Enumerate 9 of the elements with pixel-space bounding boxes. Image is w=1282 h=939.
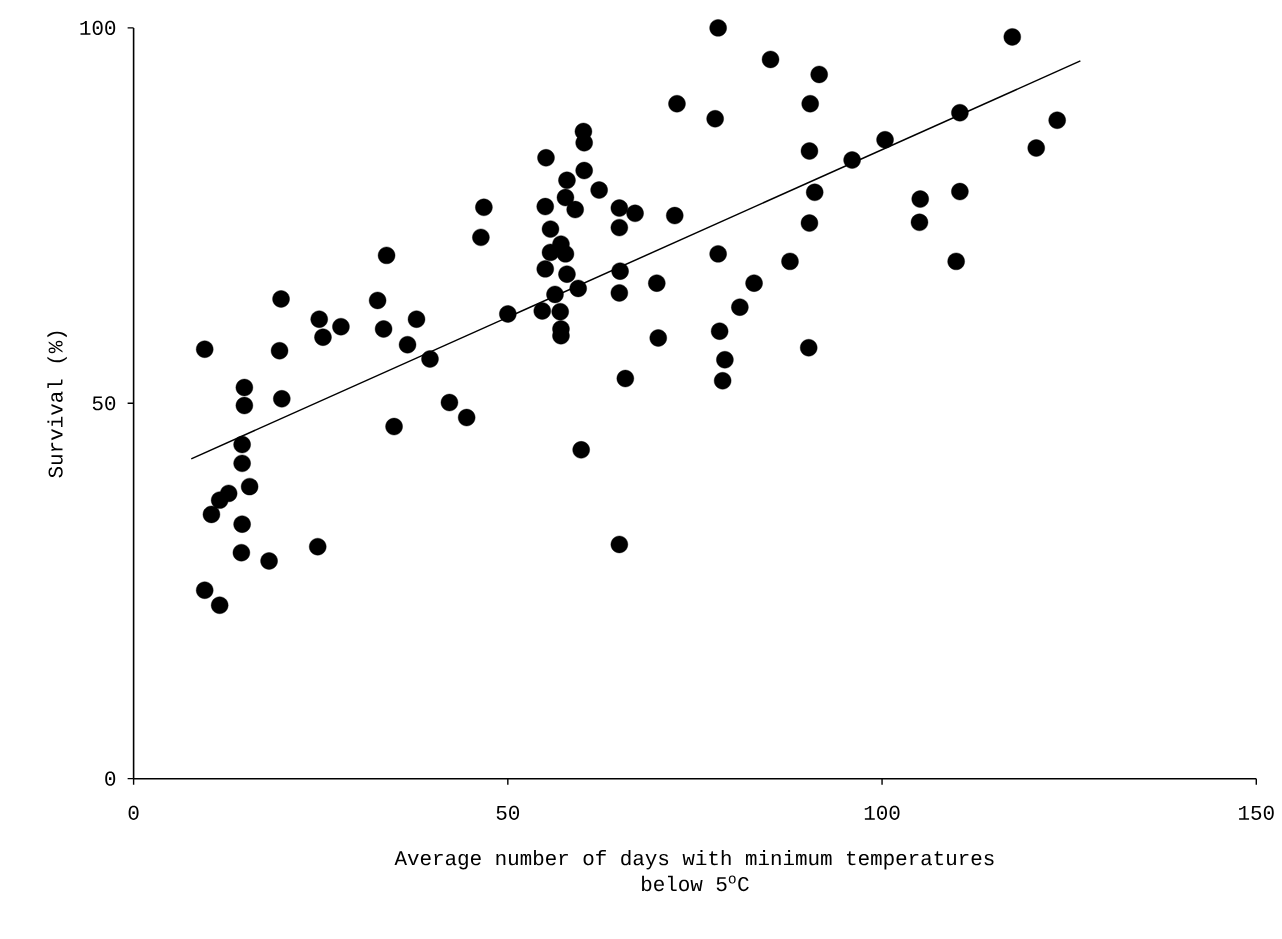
x-tick-label: 100 — [864, 805, 900, 820]
x-axis-title: Average number of days with minimum temperatures below 5$^{o}$C — [394, 849, 994, 892]
x-tick-label: 50 — [496, 805, 520, 820]
y-tick-label: 0 — [105, 771, 116, 786]
x-tick-label: 0 — [128, 805, 139, 820]
y-axis-title: Survival (%) — [47, 331, 67, 478]
y-tick-label: 50 — [92, 396, 116, 411]
y-tick-label: 100 — [80, 20, 116, 35]
x-tick-label: 150 — [1239, 805, 1274, 820]
